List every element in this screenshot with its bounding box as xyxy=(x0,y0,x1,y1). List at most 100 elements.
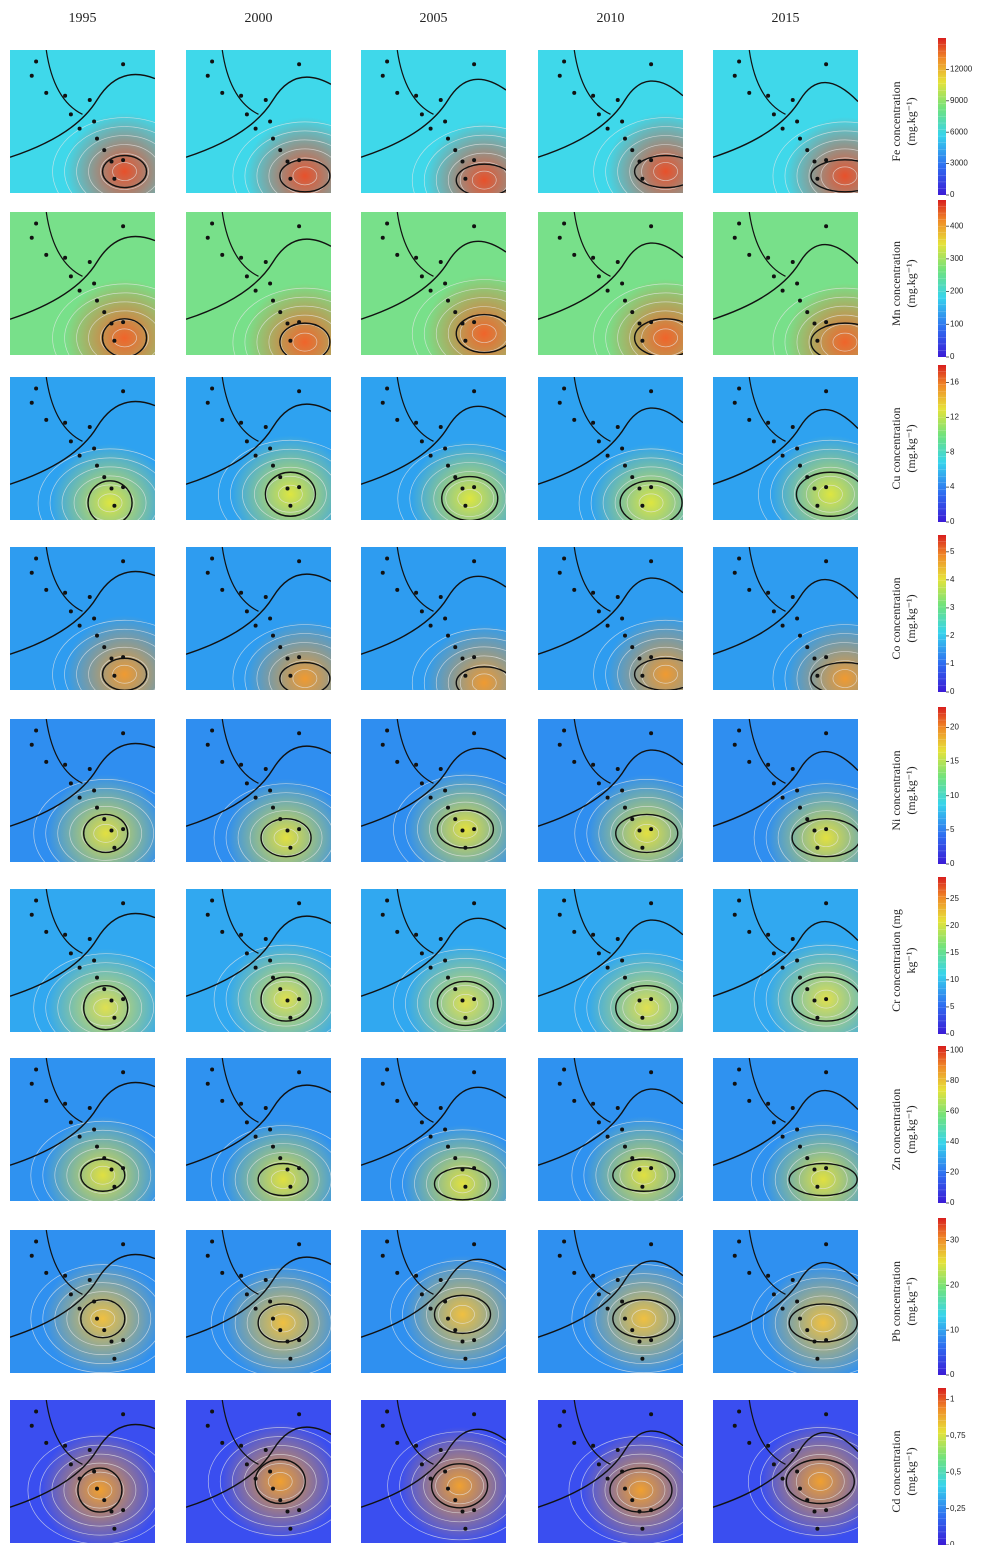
colorbar-tick-label: 0,25 xyxy=(950,1504,966,1513)
map-surface xyxy=(538,719,683,862)
sample-point xyxy=(102,645,106,649)
sample-point xyxy=(92,789,96,793)
sample-point xyxy=(220,253,224,257)
sample-point xyxy=(297,224,301,228)
map-panel xyxy=(538,719,719,887)
sample-point xyxy=(443,120,447,124)
sample-point xyxy=(649,1338,653,1342)
sample-point xyxy=(766,591,770,595)
map-surface xyxy=(713,1058,858,1201)
sample-point xyxy=(414,1102,418,1106)
colorbar-tick-label: 0 xyxy=(950,1540,955,1545)
sample-point xyxy=(92,1470,96,1474)
colorbar-tick-label: 6000 xyxy=(950,127,968,136)
sample-point xyxy=(268,1470,272,1474)
sample-point xyxy=(385,728,389,732)
sample-point xyxy=(453,817,457,821)
sample-point xyxy=(815,846,819,850)
sample-point xyxy=(772,112,776,116)
map-surface xyxy=(538,1400,683,1543)
sample-point xyxy=(620,959,624,963)
sample-point xyxy=(620,1470,624,1474)
sample-point xyxy=(798,1145,802,1149)
sample-point xyxy=(453,1156,457,1160)
sample-point xyxy=(95,299,99,303)
sample-point xyxy=(206,1254,210,1258)
sample-point xyxy=(395,253,399,257)
sample-point xyxy=(30,1254,34,1258)
sample-point xyxy=(297,389,301,393)
sample-point xyxy=(69,781,73,785)
map-surface xyxy=(361,547,506,690)
sample-point xyxy=(271,299,275,303)
sample-point xyxy=(395,930,399,934)
sample-point xyxy=(737,556,741,560)
sample-point xyxy=(264,425,268,429)
sample-point xyxy=(630,645,634,649)
column-header: 2005 xyxy=(420,11,448,26)
sample-point xyxy=(638,322,642,326)
sample-point xyxy=(766,421,770,425)
sample-point xyxy=(254,127,258,131)
colorbar-tick-label: 5 xyxy=(950,547,955,556)
sample-point xyxy=(385,898,389,902)
sample-point xyxy=(640,177,644,181)
sample-point xyxy=(640,674,644,678)
sample-point xyxy=(44,91,48,95)
sample-point xyxy=(271,464,275,468)
sample-point xyxy=(791,260,795,264)
sample-point xyxy=(795,1470,799,1474)
sample-point xyxy=(420,781,424,785)
sample-point xyxy=(620,617,624,621)
sample-point xyxy=(443,282,447,286)
map-surface xyxy=(713,547,858,690)
sample-point xyxy=(815,177,819,181)
sample-point xyxy=(461,1168,465,1172)
sample-point xyxy=(30,236,34,240)
sample-point xyxy=(733,1424,737,1428)
sample-point xyxy=(245,781,249,785)
colorbar-tick-label: 100 xyxy=(950,319,964,328)
sample-point xyxy=(591,933,595,937)
sample-point xyxy=(121,224,125,228)
sample-point xyxy=(824,559,828,563)
map-panel xyxy=(713,212,917,396)
sample-point xyxy=(254,796,258,800)
sample-point xyxy=(414,1274,418,1278)
sample-point xyxy=(92,1128,96,1132)
sample-point xyxy=(606,1135,610,1139)
sample-point xyxy=(429,624,433,628)
sample-point xyxy=(747,1271,751,1275)
sample-point xyxy=(572,588,576,592)
sample-point xyxy=(824,389,828,393)
sample-point xyxy=(562,59,566,63)
sample-point xyxy=(649,389,653,393)
sample-point xyxy=(381,74,385,78)
sample-point xyxy=(288,1016,292,1020)
map-surface xyxy=(361,212,506,355)
sample-point xyxy=(562,221,566,225)
sample-point xyxy=(206,913,210,917)
sample-point xyxy=(439,260,443,264)
sample-point xyxy=(472,485,476,489)
sample-point xyxy=(597,951,601,955)
sample-point xyxy=(110,829,114,833)
sample-point xyxy=(798,137,802,141)
colorbar-tick-label: 20 xyxy=(950,723,959,732)
sample-point xyxy=(463,1185,467,1189)
sample-point xyxy=(737,1409,741,1413)
sample-point xyxy=(824,1242,828,1246)
sample-point xyxy=(649,997,653,1001)
map-panel xyxy=(186,1058,355,1234)
sample-point xyxy=(558,401,562,405)
sample-point xyxy=(112,504,116,508)
sample-point xyxy=(395,1441,399,1445)
sample-point xyxy=(630,475,634,479)
sample-point xyxy=(420,112,424,116)
sample-point xyxy=(591,763,595,767)
sample-point xyxy=(630,148,634,152)
sample-point xyxy=(34,728,38,732)
sample-point xyxy=(747,930,751,934)
sample-point xyxy=(630,817,634,821)
sample-point xyxy=(210,1239,214,1243)
